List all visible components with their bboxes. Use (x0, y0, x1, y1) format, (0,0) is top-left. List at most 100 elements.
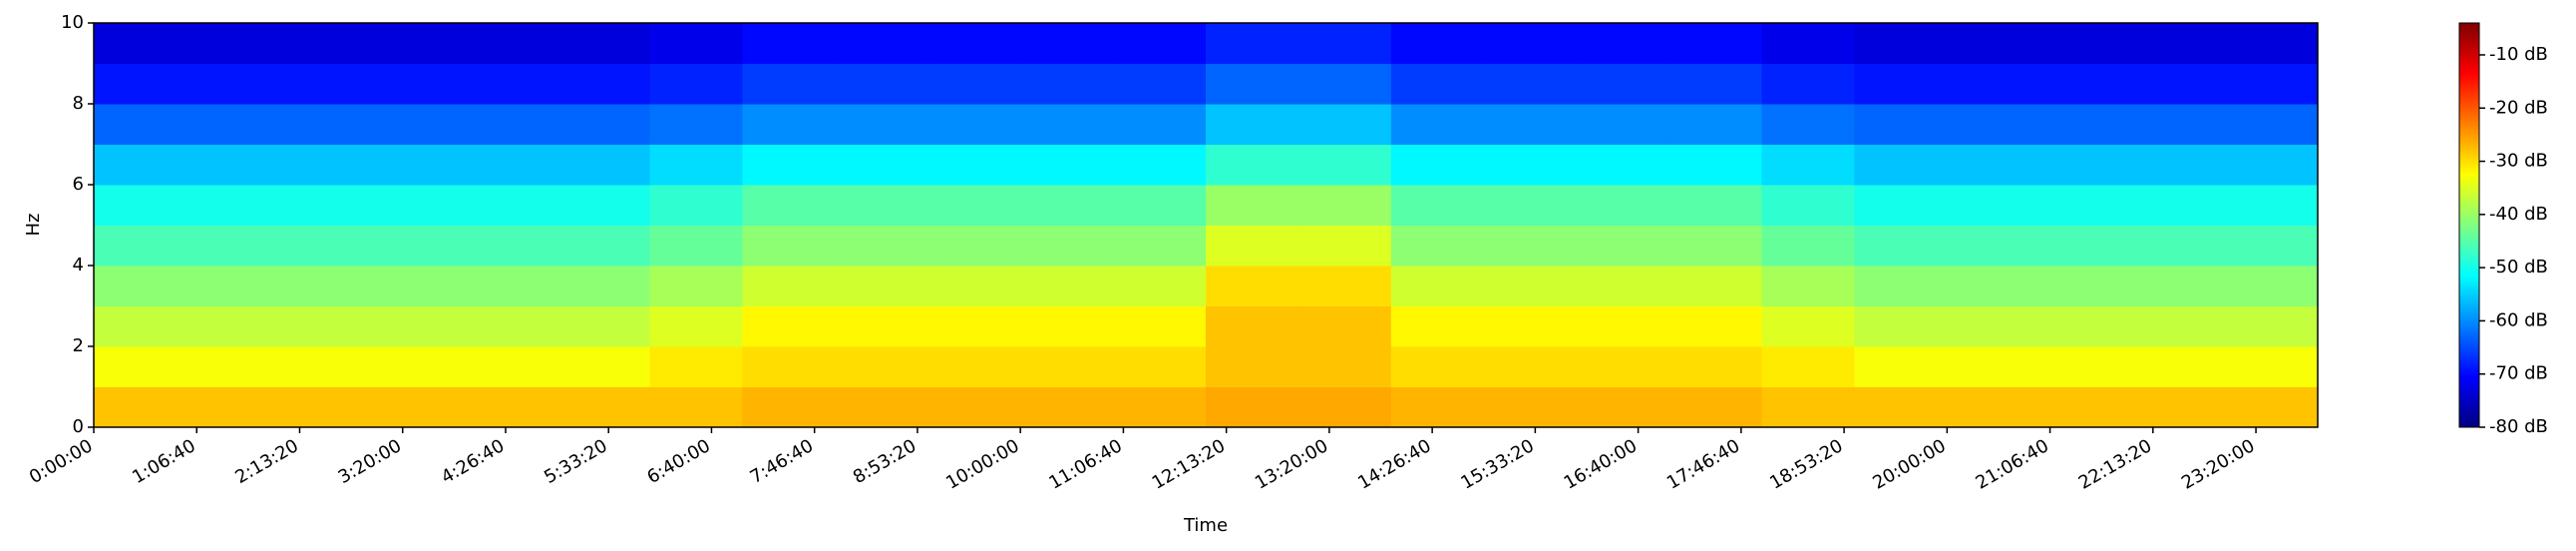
cell (1854, 266, 1948, 306)
x-tick-label: 4:26:40 (438, 435, 509, 488)
cell (185, 144, 280, 186)
cell (94, 305, 187, 347)
cell (1206, 386, 1299, 428)
cell (1113, 305, 1207, 347)
cell (2039, 144, 2133, 186)
cell (1390, 104, 1485, 145)
x-tick-label: 1:06:40 (129, 435, 199, 488)
cell (2225, 185, 2319, 226)
cell (2132, 144, 2226, 186)
cell (1206, 63, 1299, 105)
y-tick-label: 0 (73, 416, 84, 437)
cell (185, 104, 280, 145)
cell (2132, 386, 2226, 428)
cell (1854, 225, 1948, 267)
cell (1206, 23, 1299, 64)
cell (464, 185, 558, 226)
cell (94, 346, 187, 387)
y-tick-label: 8 (73, 93, 84, 114)
cell (742, 144, 836, 186)
cell (1020, 266, 1114, 306)
cell (1483, 266, 1578, 306)
x-tick-label: 22:13:20 (2075, 435, 2156, 494)
cell (1668, 144, 1762, 186)
cell (1947, 346, 2040, 387)
cell (2039, 104, 2133, 145)
cell (556, 386, 650, 428)
cell (556, 185, 650, 226)
cell (927, 144, 1021, 186)
cell (2132, 266, 2226, 306)
cell (1206, 225, 1299, 267)
colorbar-tick-label: -60 dB (2489, 309, 2548, 330)
cell (1390, 346, 1485, 387)
cell (185, 23, 280, 64)
cell (185, 63, 280, 105)
cell (1668, 185, 1762, 226)
x-tick-label: 20:00:00 (1869, 435, 1950, 494)
cell (1297, 305, 1392, 347)
cell (1668, 225, 1762, 267)
cell (1761, 225, 1855, 267)
cell (742, 386, 836, 428)
cell (1576, 346, 1670, 387)
cell (371, 386, 466, 428)
cell (1854, 23, 1948, 64)
cell (1297, 266, 1392, 306)
cell (742, 225, 836, 267)
cell (742, 63, 836, 105)
cell (649, 144, 743, 186)
cell (185, 225, 280, 267)
cell (464, 305, 558, 347)
cell (649, 225, 743, 267)
cell (1483, 386, 1578, 428)
cell (1668, 346, 1762, 387)
cell (2225, 305, 2319, 347)
colorbar-tick-label: -50 dB (2489, 257, 2548, 277)
cell (94, 225, 187, 267)
cell (1297, 386, 1392, 428)
cell (278, 266, 373, 306)
cell (371, 104, 466, 145)
cell (464, 225, 558, 267)
cell (1297, 185, 1392, 226)
cell (1761, 23, 1855, 64)
cell (649, 185, 743, 226)
cell (2132, 185, 2226, 226)
cell (927, 63, 1021, 105)
cell (927, 225, 1021, 267)
cell (1390, 144, 1485, 186)
y-tick-label: 6 (73, 174, 84, 195)
x-tick-label: 7:46:40 (747, 435, 818, 488)
cell (278, 346, 373, 387)
cell (2132, 63, 2226, 105)
cell (835, 144, 928, 186)
x-tick-label: 3:20:00 (335, 435, 406, 488)
cell (371, 346, 466, 387)
cell (1947, 266, 2040, 306)
cell (1668, 23, 1762, 64)
cell (556, 305, 650, 347)
x-tick-label: 13:20:00 (1252, 435, 1332, 494)
cell (556, 23, 650, 64)
cell (1483, 63, 1578, 105)
cell (371, 23, 466, 64)
cell (464, 23, 558, 64)
cell (1390, 23, 1485, 64)
cell (94, 63, 187, 105)
cell (1390, 386, 1485, 428)
cell (1576, 305, 1670, 347)
cell (742, 346, 836, 387)
x-tick-label: 16:40:00 (1561, 435, 1642, 494)
cell (2225, 63, 2319, 105)
cell (649, 63, 743, 105)
cell (464, 266, 558, 306)
cell (1854, 63, 1948, 105)
cell (1668, 305, 1762, 347)
cell (742, 104, 836, 145)
x-tick-label: 23:20:00 (2178, 435, 2259, 494)
cell (371, 63, 466, 105)
cell (278, 305, 373, 347)
cell (1668, 266, 1762, 306)
cell (371, 305, 466, 347)
